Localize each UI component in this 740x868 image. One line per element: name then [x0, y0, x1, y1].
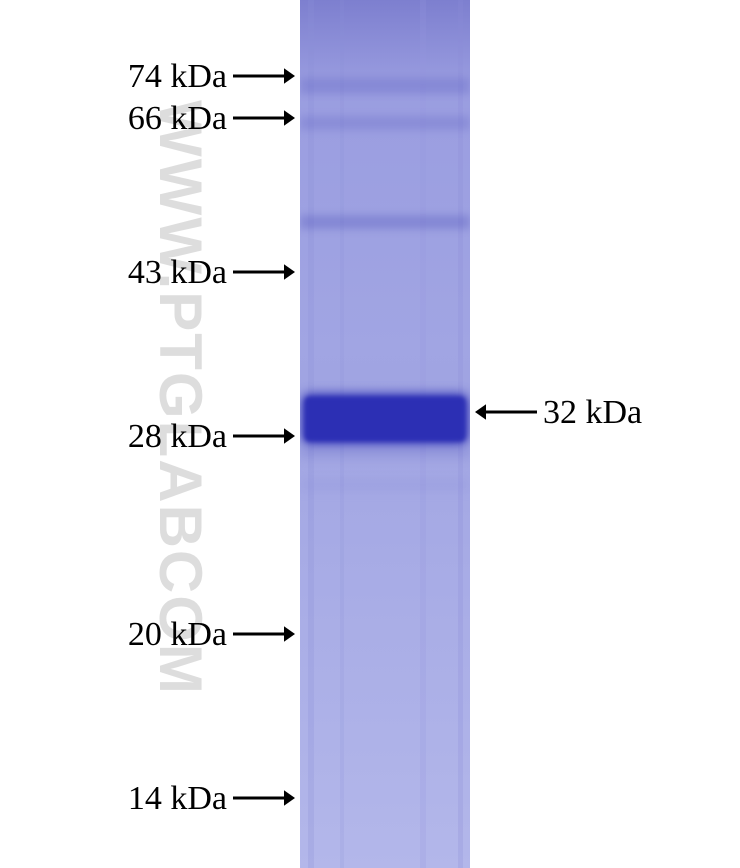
mw-marker-label: 43 kDa — [128, 254, 227, 292]
arrow-right-icon — [233, 787, 295, 809]
arrow-right-icon — [233, 65, 295, 87]
mw-marker-left: 66 kDa — [128, 100, 295, 138]
arrow-left-icon — [475, 394, 537, 432]
arrow-right-icon — [233, 616, 295, 654]
gel-band-b28 — [300, 448, 470, 458]
mw-marker-left: 20 kDa — [128, 616, 295, 654]
gel-band-faint1 — [300, 480, 470, 490]
arrow-right-icon — [233, 425, 295, 447]
arrow-right-icon — [233, 261, 295, 283]
arrow-right-icon — [233, 58, 295, 96]
arrow-right-icon — [233, 623, 295, 645]
mw-marker-left: 74 kDa — [128, 58, 295, 96]
mw-marker-label: 66 kDa — [128, 100, 227, 138]
gel-band-mid1 — [300, 215, 470, 229]
mw-marker-left: 14 kDa — [128, 780, 295, 818]
mw-marker-label: 20 kDa — [128, 616, 227, 654]
gel-figure: WWW.PTGLABCOM 74 kDa 66 kDa 43 kDa 28 kDa 20… — [0, 0, 740, 868]
gel-band-b66 — [300, 116, 470, 130]
arrow-right-icon — [233, 780, 295, 818]
arrow-right-icon — [233, 418, 295, 456]
gel-lane — [300, 0, 470, 868]
mw-marker-label: 14 kDa — [128, 780, 227, 818]
mw-marker-left: 28 kDa — [128, 418, 295, 456]
mw-marker-right: 32 kDa — [475, 394, 642, 432]
arrow-left-icon — [475, 401, 537, 423]
mw-marker-label: 32 kDa — [543, 394, 642, 432]
mw-marker-left: 43 kDa — [128, 254, 295, 292]
arrow-right-icon — [233, 254, 295, 292]
watermark-text: WWW.PTGLABCOM — [146, 100, 215, 696]
arrow-right-icon — [233, 100, 295, 138]
gel-band-product — [304, 396, 466, 442]
arrow-right-icon — [233, 107, 295, 129]
gel-band-b74 — [300, 78, 470, 94]
mw-marker-label: 74 kDa — [128, 58, 227, 96]
mw-marker-label: 28 kDa — [128, 418, 227, 456]
